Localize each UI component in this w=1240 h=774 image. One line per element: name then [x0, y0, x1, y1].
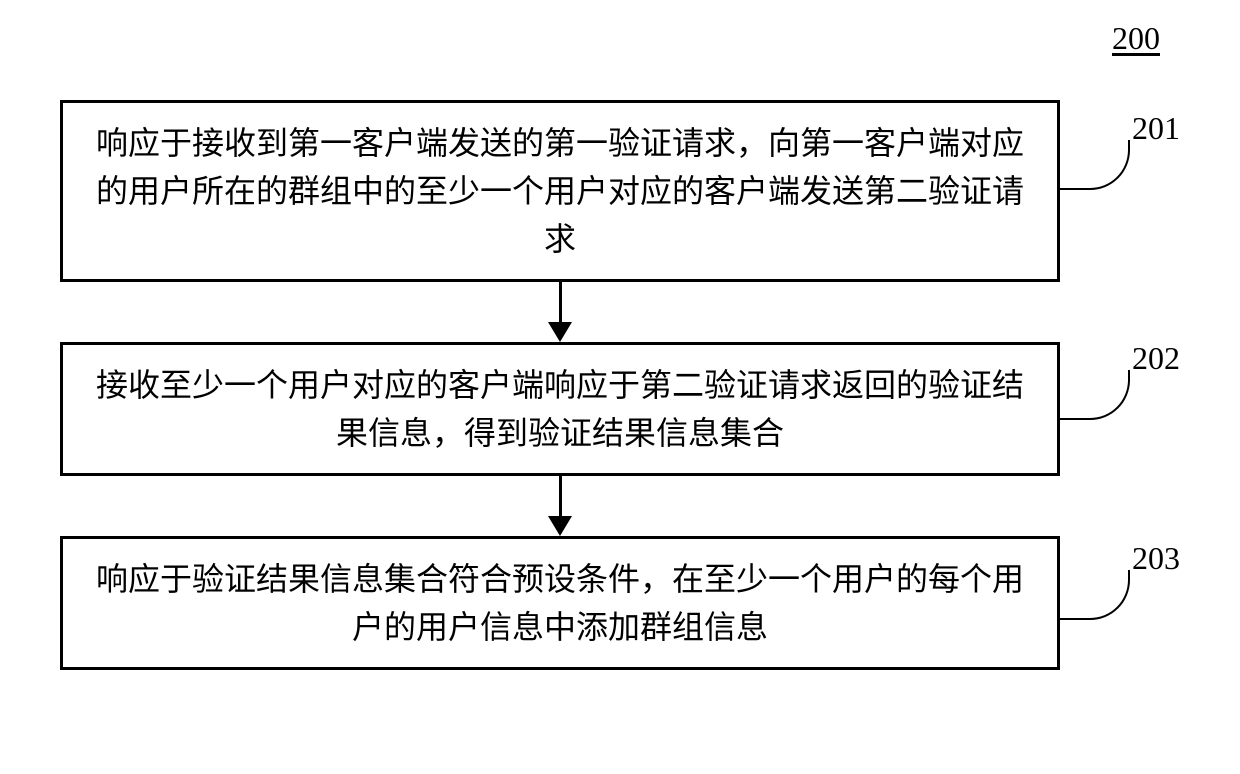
arrow-1-2	[60, 282, 1060, 342]
step-3-text: 响应于验证结果信息集合符合预设条件，在至少一个用户的每个用户的用户信息中添加群组…	[96, 561, 1024, 645]
arrow-head	[548, 516, 572, 536]
step-2-label-container: 202	[1060, 340, 1180, 420]
step-1-label-container: 201	[1060, 110, 1180, 190]
figure-number: 200	[1112, 20, 1160, 57]
flowchart-step-2: 接收至少一个用户对应的客户端响应于第二验证请求返回的验证结果信息，得到验证结果信…	[60, 342, 1060, 476]
connector-curve-icon	[1060, 370, 1130, 420]
arrow-head	[548, 322, 572, 342]
step-3-label-container: 203	[1060, 540, 1180, 620]
connector-curve-icon	[1060, 570, 1130, 620]
flowchart-step-3: 响应于验证结果信息集合符合预设条件，在至少一个用户的每个用户的用户信息中添加群组…	[60, 536, 1060, 670]
step-1-label: 201	[1132, 110, 1180, 147]
arrow-line	[559, 476, 562, 516]
flowchart-container: 响应于接收到第一客户端发送的第一验证请求，向第一客户端对应的用户所在的群组中的至…	[60, 100, 1060, 670]
step-2-label: 202	[1132, 340, 1180, 377]
step-1-text: 响应于接收到第一客户端发送的第一验证请求，向第一客户端对应的用户所在的群组中的至…	[96, 125, 1024, 257]
connector-curve-icon	[1060, 140, 1130, 190]
step-3-label: 203	[1132, 540, 1180, 577]
step-2-text: 接收至少一个用户对应的客户端响应于第二验证请求返回的验证结果信息，得到验证结果信…	[96, 367, 1024, 451]
flowchart-step-1: 响应于接收到第一客户端发送的第一验证请求，向第一客户端对应的用户所在的群组中的至…	[60, 100, 1060, 282]
arrow-line	[559, 282, 562, 322]
arrow-2-3	[60, 476, 1060, 536]
